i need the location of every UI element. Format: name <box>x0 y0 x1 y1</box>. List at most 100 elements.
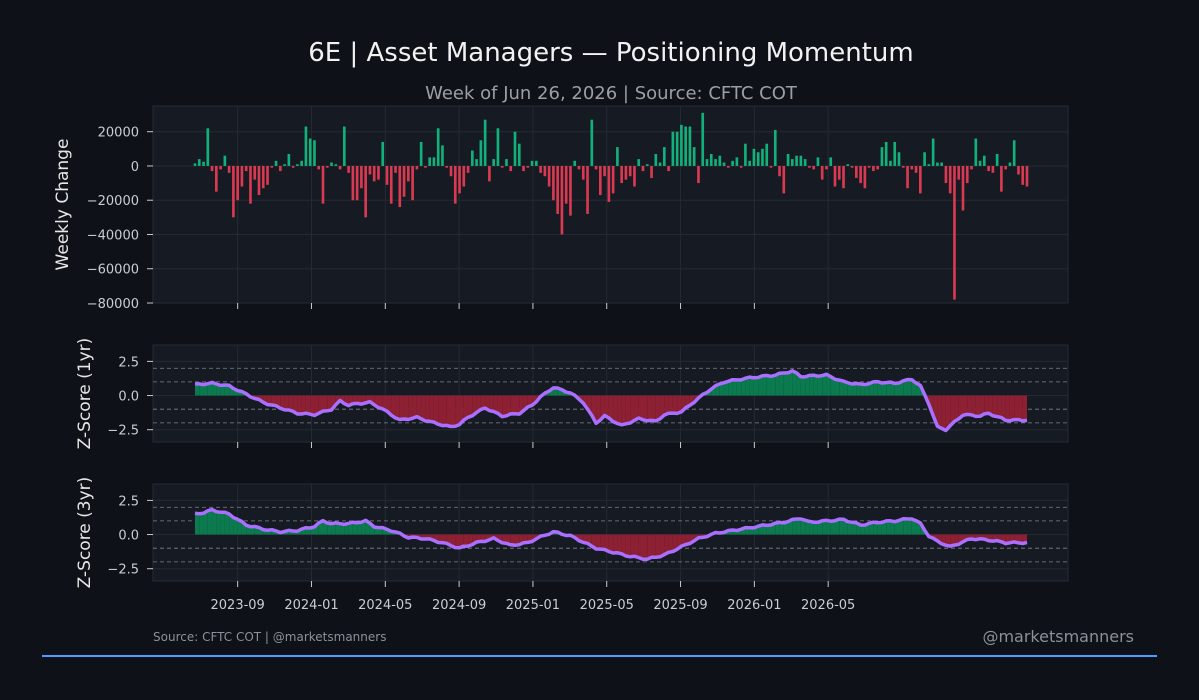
area-segment <box>596 534 601 550</box>
bar <box>603 165 606 177</box>
bar <box>338 165 342 170</box>
watermark-handle: @marketsmanners <box>982 627 1134 646</box>
area-segment <box>766 524 771 535</box>
bar <box>441 145 444 166</box>
area-segment <box>515 395 520 415</box>
bar <box>249 165 252 204</box>
x-tick-label: 2026-01 <box>727 598 781 613</box>
area-segment <box>600 395 605 421</box>
area-segment <box>463 395 469 421</box>
bar <box>202 161 205 166</box>
bar <box>944 165 948 184</box>
area-segment <box>988 395 993 416</box>
bar <box>820 165 824 180</box>
area-segment <box>391 395 396 418</box>
area-segment <box>877 522 882 535</box>
area-segment <box>1018 534 1023 544</box>
area-segment <box>869 522 874 535</box>
bar <box>355 165 359 201</box>
area-segment <box>779 372 784 396</box>
bar <box>667 165 670 172</box>
bar <box>761 148 764 166</box>
bar <box>236 165 239 201</box>
area-segment <box>523 534 528 543</box>
area-segment <box>229 513 234 535</box>
bar <box>897 152 901 166</box>
bar <box>684 126 687 166</box>
area-segment <box>459 395 464 425</box>
bar <box>227 165 231 173</box>
area-segment <box>677 395 682 414</box>
y-axis-label: Weekly Change <box>53 139 73 271</box>
bar <box>795 155 798 166</box>
y-tick-label: −2.5 <box>107 424 139 439</box>
bar <box>436 128 440 166</box>
bar <box>752 148 756 166</box>
bar <box>872 165 875 172</box>
bar <box>633 165 636 187</box>
area-segment <box>860 525 865 535</box>
bar <box>279 165 282 172</box>
bar <box>658 162 662 166</box>
area-segment <box>203 510 208 535</box>
area-segment <box>395 395 400 420</box>
bar <box>995 153 999 166</box>
bar <box>983 155 986 166</box>
bar <box>970 165 973 170</box>
area-segment <box>822 520 827 535</box>
area-segment <box>886 520 891 535</box>
area-segment <box>600 534 605 550</box>
bar <box>193 163 197 166</box>
bar <box>343 126 346 166</box>
bar <box>543 165 547 177</box>
bar <box>1000 165 1003 192</box>
area-segment <box>864 383 870 396</box>
bar <box>475 159 478 166</box>
bar <box>773 129 777 166</box>
bar <box>889 160 892 166</box>
y-tick-label: −20000 <box>87 194 139 209</box>
area-segment <box>438 395 443 426</box>
bar <box>244 165 248 172</box>
area-segment <box>950 395 955 426</box>
bar <box>701 112 705 166</box>
area-segment <box>497 395 503 417</box>
bar <box>325 165 329 168</box>
bar <box>965 165 969 184</box>
area-segment <box>651 395 656 421</box>
bar <box>424 165 427 168</box>
bar <box>744 143 747 166</box>
area-segment <box>890 520 895 535</box>
area-segment <box>963 395 968 416</box>
bar <box>919 165 922 194</box>
area-segment <box>835 519 840 535</box>
bar <box>782 165 786 194</box>
bar <box>389 165 393 204</box>
bar <box>500 165 504 168</box>
bar <box>381 141 385 166</box>
area-segment <box>323 395 328 412</box>
bar <box>923 152 926 166</box>
bar <box>727 165 730 168</box>
area-segment <box>975 395 981 417</box>
area-segment <box>903 379 908 396</box>
area-segment <box>809 521 814 535</box>
bar <box>274 160 278 166</box>
bar <box>1012 140 1016 166</box>
area-segment <box>766 375 771 396</box>
bar <box>296 164 299 166</box>
area-segment <box>625 534 631 557</box>
area-segment <box>788 370 793 396</box>
area-segment <box>468 395 473 418</box>
bar <box>1004 165 1007 170</box>
bar <box>808 165 811 168</box>
y-axis-label: Z-Score (1yr) <box>75 338 95 450</box>
bar <box>837 165 841 180</box>
bar <box>906 165 909 189</box>
bar <box>360 165 363 189</box>
area-segment <box>318 395 323 414</box>
area-segment <box>800 518 806 535</box>
area-segment <box>903 518 908 535</box>
area-segment <box>660 395 665 419</box>
bar <box>488 165 491 182</box>
